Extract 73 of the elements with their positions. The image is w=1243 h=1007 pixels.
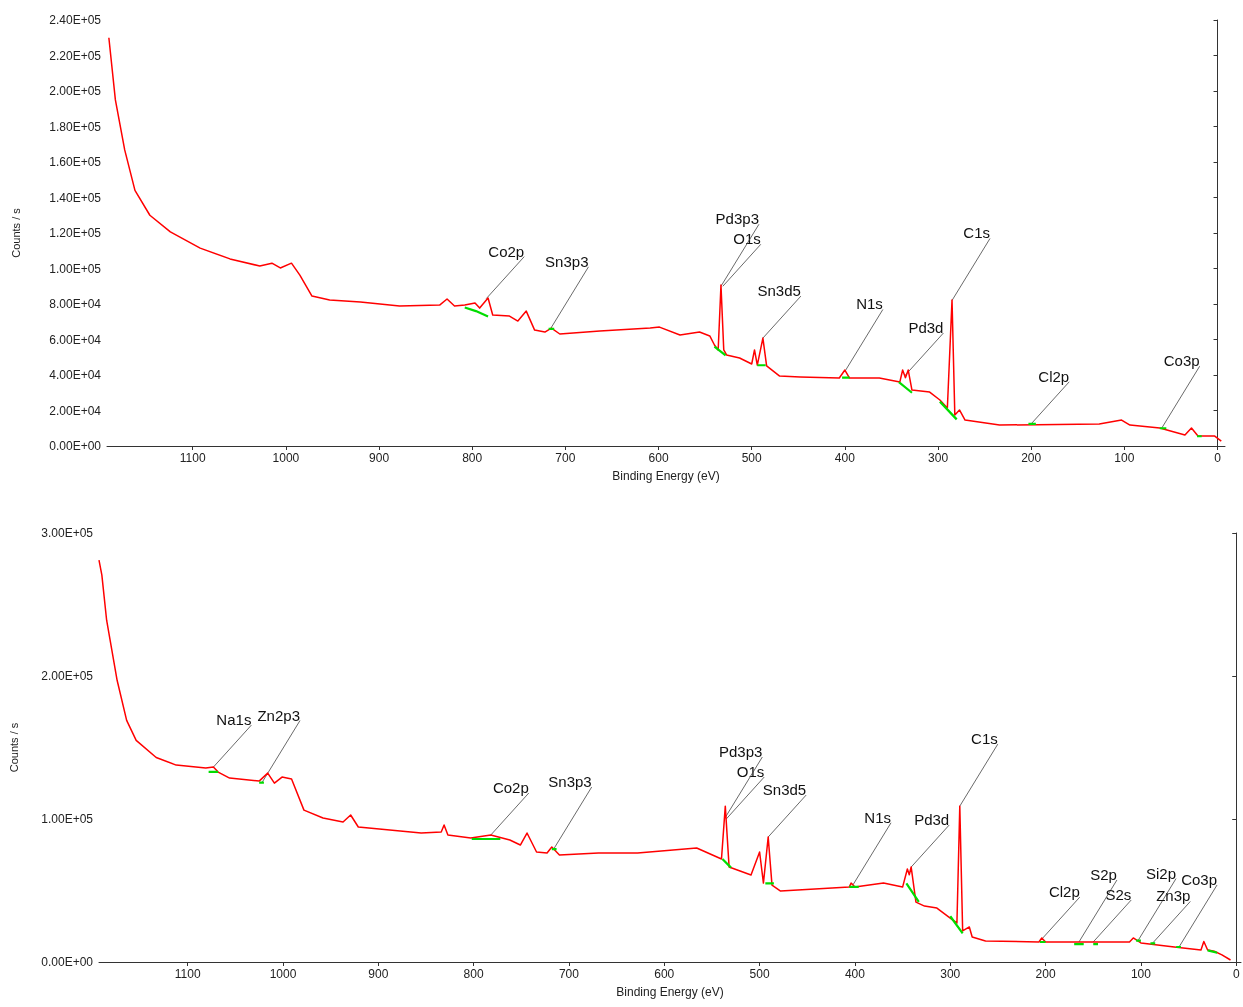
line-series <box>98 559 1232 961</box>
annotation: O1s <box>736 763 765 780</box>
x-tick-label: 1100 <box>179 451 206 465</box>
annotation: C1s <box>963 224 991 242</box>
x-tick-label: 1100 <box>174 967 201 981</box>
y-tick-label: 0.00E+00 <box>49 439 102 453</box>
annotation: N1s <box>856 295 883 313</box>
x-axis-title: Binding Energy (eV) <box>616 985 724 999</box>
x-tick-label: 200 <box>1021 451 1042 465</box>
annotation: S2s <box>1105 885 1132 903</box>
y-tick-label: 6.00E+04 <box>49 332 102 347</box>
y-tick-label: 2.00E+05 <box>41 669 94 683</box>
annotation: Pd3d <box>908 319 944 336</box>
annotation: Zn3p <box>1156 887 1191 905</box>
x-tick-label: 700 <box>555 451 576 465</box>
y-tick-label: 1.40E+05 <box>49 190 102 205</box>
x-tick-label: 900 <box>369 451 390 465</box>
y-axis-title: Counts / s <box>7 722 20 773</box>
annotation: Co2p <box>488 242 525 260</box>
annotation: C1s <box>971 730 998 748</box>
y-tick-label: 1.00E+05 <box>41 812 94 826</box>
x-tick-label: 400 <box>844 967 866 981</box>
x-tick-label: 0 <box>1214 451 1222 465</box>
x-tick-label: 800 <box>463 967 484 981</box>
x-tick-label: 100 <box>1114 451 1135 465</box>
x-tick-label: 500 <box>749 967 770 981</box>
annotation: Pd3d <box>914 811 950 829</box>
line-series <box>108 37 1223 442</box>
x-tick-label: 1000 <box>269 967 297 981</box>
annotation: Co3p <box>1181 870 1218 888</box>
y-tick-label: 0.00E+00 <box>41 955 94 969</box>
y-tick-label: 2.00E+05 <box>49 84 102 98</box>
annotation: Sn3d5 <box>762 781 807 799</box>
annotation: Sn3p3 <box>548 773 592 791</box>
x-tick-label: 300 <box>928 451 949 465</box>
annotation: Co3p <box>1163 352 1200 370</box>
annotation: Cl2p <box>1038 367 1070 385</box>
y-tick-label: 1.60E+05 <box>49 155 102 169</box>
y-tick-label: 2.40E+05 <box>49 13 102 27</box>
y-tick-label: 1.20E+05 <box>49 226 102 240</box>
y-tick-label: 3.00E+05 <box>41 526 94 540</box>
annotation: Sn3p3 <box>545 252 589 270</box>
annotation: Pd3p3 <box>715 210 759 228</box>
annotation: Na1s <box>216 711 252 729</box>
annotation: Pd3p3 <box>718 743 763 760</box>
x-tick-label: 700 <box>558 967 580 981</box>
x-tick-label: 400 <box>834 451 856 465</box>
y-tick-label: 2.00E+04 <box>49 403 102 418</box>
annotation: S2p <box>1090 865 1117 883</box>
x-tick-label: 900 <box>368 967 389 981</box>
annotation: O1s <box>733 230 761 248</box>
x-tick-label: 1000 <box>272 451 300 465</box>
annotation: Zn2p3 <box>257 706 301 724</box>
y-tick-label: 8.00E+04 <box>49 297 102 311</box>
x-tick-label: 800 <box>462 451 483 465</box>
y-tick-label: 4.00E+04 <box>49 368 102 382</box>
annotation: Co2p <box>492 779 529 797</box>
x-tick-label: 100 <box>1130 967 1152 981</box>
annotation: Si2p <box>1146 864 1177 882</box>
x-tick-label: 600 <box>648 451 669 465</box>
y-tick-label: 1.80E+05 <box>49 119 102 134</box>
y-tick-label: 1.00E+05 <box>49 261 102 276</box>
y-axis-title: Counts / s <box>9 207 22 258</box>
x-tick-label: 0 <box>1232 967 1240 981</box>
annotation: Cl2p <box>1048 883 1080 901</box>
x-tick-label: 600 <box>654 967 675 981</box>
annotation: N1s <box>864 808 892 826</box>
y-tick-label: 2.20E+05 <box>49 48 102 63</box>
x-tick-label: 300 <box>940 967 961 981</box>
annotation: Sn3d5 <box>757 282 801 300</box>
x-axis-title: Binding Energy (eV) <box>612 469 720 483</box>
x-tick-label: 500 <box>741 451 763 465</box>
x-tick-label: 200 <box>1035 967 1056 981</box>
